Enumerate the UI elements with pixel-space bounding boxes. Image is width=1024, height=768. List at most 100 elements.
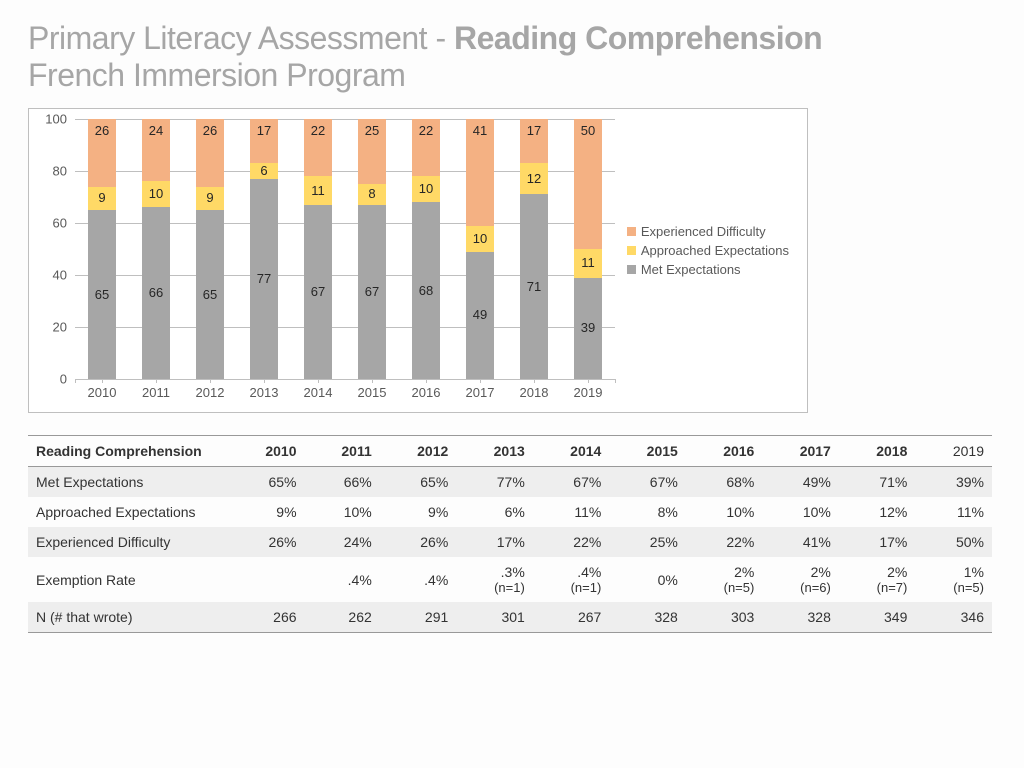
table-cell: 68% (686, 467, 763, 498)
bar-segment-label: 11 (304, 183, 332, 198)
bar-segment-label: 41 (466, 123, 494, 138)
table-cell: 0% (609, 557, 686, 602)
table-cell: 10% (686, 497, 763, 527)
table-cell: 11% (533, 497, 610, 527)
table-year-header: 2015 (609, 436, 686, 467)
table-cell: 262 (305, 602, 380, 633)
x-tick: 2018 (520, 385, 549, 400)
bar-segment-label: 22 (304, 123, 332, 138)
y-tick: 0 (60, 372, 67, 387)
bar-column: 67825 (358, 119, 386, 379)
bar-segment-label: 6 (250, 163, 278, 178)
table-cell: 26% (380, 527, 457, 557)
bar-segment-label: 77 (250, 271, 278, 286)
table-cell: 266 (228, 602, 305, 633)
table-cell: 8% (609, 497, 686, 527)
y-tick: 20 (53, 320, 67, 335)
legend-swatch (627, 246, 636, 255)
bar-segment-label: 9 (88, 190, 116, 205)
bar-segment-label: 67 (358, 284, 386, 299)
table-year-header: 2013 (456, 436, 533, 467)
bar-segment-label: 67 (304, 284, 332, 299)
bar-segment-label: 17 (250, 123, 278, 138)
bar-segment-label: 49 (466, 307, 494, 322)
legend-label: Experienced Difficulty (641, 224, 766, 239)
table-cell: 6% (456, 497, 533, 527)
bar-segment-label: 8 (358, 186, 386, 201)
table-row-label: N (# that wrote) (28, 602, 228, 633)
table-cell: 22% (686, 527, 763, 557)
bar-segment-label: 10 (412, 181, 440, 196)
bar-segment-label: 68 (412, 283, 440, 298)
bar-segment-label: 12 (520, 171, 548, 186)
x-tick: 2010 (88, 385, 117, 400)
table-row: Experienced Difficulty26%24%26%17%22%25%… (28, 527, 992, 557)
table-row-label: Met Expectations (28, 467, 228, 498)
table-cell: 2%(n=5) (686, 557, 763, 602)
table-cell: 71% (839, 467, 916, 498)
table-year-header: 2016 (686, 436, 763, 467)
stacked-bar-chart: 020406080100 659266610246592677617671122… (28, 108, 808, 413)
plot-area: 6592666102465926776176711226782568102249… (75, 119, 615, 379)
title-bold: Reading Comprehension (454, 20, 822, 56)
table-cell: 22% (533, 527, 610, 557)
table-cell: .4% (380, 557, 457, 602)
y-tick: 60 (53, 216, 67, 231)
table-cell: 39% (915, 467, 992, 498)
title-subtitle: French Immersion Program (28, 57, 996, 94)
bar-segment-label: 11 (574, 255, 602, 270)
bar-column: 661024 (142, 119, 170, 379)
table-cell: 12% (839, 497, 916, 527)
table-cell: 10% (305, 497, 380, 527)
y-tick: 100 (45, 112, 67, 127)
bar-segment-label: 26 (196, 123, 224, 138)
bar-column: 391150 (574, 119, 602, 379)
table-cell: 24% (305, 527, 380, 557)
bar-segment-label: 9 (196, 190, 224, 205)
table-body: Met Expectations65%66%65%77%67%67%68%49%… (28, 467, 992, 633)
table-year-header: 2011 (305, 436, 380, 467)
table-cell: 2%(n=6) (762, 557, 839, 602)
bar-column: 71 12 17 (520, 119, 548, 379)
table-corner-header: Reading Comprehension (28, 436, 228, 467)
table-row-label: Experienced Difficulty (28, 527, 228, 557)
table-cell: 2%(n=7) (839, 557, 916, 602)
table-cell: 328 (609, 602, 686, 633)
bar-segment-label: 66 (142, 285, 170, 300)
bar-segment-label: 24 (142, 123, 170, 138)
table-cell: 26% (228, 527, 305, 557)
legend-label: Met Expectations (641, 262, 741, 277)
table-cell: 9% (380, 497, 457, 527)
table-cell: 346 (915, 602, 992, 633)
table-row: N (# that wrote)266262291301267328303328… (28, 602, 992, 633)
bar-segment-label: 17 (520, 123, 548, 138)
table-header-row: Reading Comprehension2010201120122013 201… (28, 436, 992, 467)
x-tick: 2013 (250, 385, 279, 400)
table-row-label: Exemption Rate (28, 557, 228, 602)
bar-column: 65926 (88, 119, 116, 379)
table-row: Exemption Rate.4%.4%.3%(n=1).4%(n=1)0%2%… (28, 557, 992, 602)
table-cell: 67% (533, 467, 610, 498)
table-cell: 65% (228, 467, 305, 498)
table-cell: 17% (839, 527, 916, 557)
bar-segment-difficulty (574, 119, 602, 249)
table-year-header: 2010 (228, 436, 305, 467)
table-cell: 291 (380, 602, 457, 633)
x-tick: 2011 (142, 385, 170, 400)
y-tick: 40 (53, 268, 67, 283)
title-prefix: Primary Literacy Assessment - (28, 20, 454, 56)
x-tick: 2017 (466, 385, 495, 400)
table-cell: 349 (839, 602, 916, 633)
bar-segment-label: 71 (520, 279, 548, 294)
table-cell: 11% (915, 497, 992, 527)
x-axis: 2010201120122013201420152016201720182019 (75, 381, 615, 405)
table-year-header: 2012 (380, 436, 457, 467)
bar-segment-label: 50 (574, 123, 602, 138)
chart-legend: Experienced DifficultyApproached Expecta… (627, 224, 789, 281)
table-cell: 10% (762, 497, 839, 527)
page-title: Primary Literacy Assessment - Reading Co… (28, 20, 996, 94)
table-cell: 328 (762, 602, 839, 633)
bar-segment-label: 65 (88, 287, 116, 302)
legend-item: Met Expectations (627, 262, 789, 277)
table-cell: .3%(n=1) (456, 557, 533, 602)
